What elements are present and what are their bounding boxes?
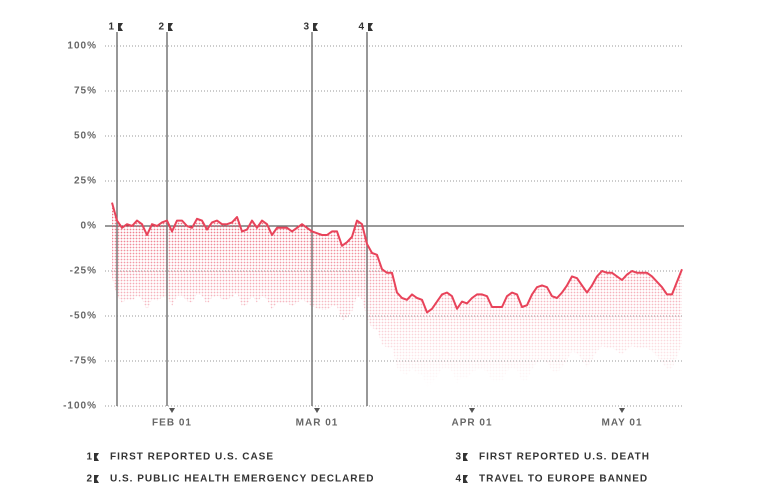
- event-flag: [118, 23, 123, 31]
- legend-number: 2: [86, 474, 93, 485]
- legend-number: 4: [455, 474, 462, 485]
- legend-text: FIRST REPORTED U.S. CASE: [110, 452, 274, 463]
- legend-text: FIRST REPORTED U.S. DEATH: [479, 452, 650, 463]
- y-tick-label: 100%: [67, 41, 97, 52]
- legend-flag: [463, 475, 468, 483]
- legend-text: U.S. PUBLIC HEALTH EMERGENCY DECLARED: [110, 474, 374, 485]
- y-tick-label: -25%: [70, 266, 97, 277]
- event-number: 1: [108, 22, 115, 33]
- area-shade-group: [112, 202, 682, 388]
- y-tick-label: 75%: [74, 86, 97, 97]
- x-tick: [619, 408, 625, 413]
- event-flag: [313, 23, 318, 31]
- y-tick-label: -75%: [70, 356, 97, 367]
- x-tick: [169, 408, 175, 413]
- line: [111, 202, 683, 314]
- x-tick-label: APR 01: [451, 418, 492, 429]
- y-tick-label: 25%: [74, 176, 97, 187]
- y-tick-label: -50%: [70, 311, 97, 322]
- event-flag: [168, 23, 173, 31]
- event-number: 3: [303, 22, 310, 33]
- legend-flag: [463, 453, 468, 461]
- area-shade: [112, 202, 682, 388]
- legend-number: 3: [455, 452, 462, 463]
- y-tick-label: 0%: [81, 221, 97, 232]
- x-tick: [469, 408, 475, 413]
- legend-flag: [94, 475, 99, 483]
- event-number: 2: [158, 22, 165, 33]
- legend-text: TRAVEL TO EUROPE BANNED: [479, 474, 648, 485]
- legend-flag: [94, 453, 99, 461]
- event-flag: [368, 23, 373, 31]
- y-tick-label: -100%: [63, 401, 97, 412]
- legend-number: 1: [86, 452, 93, 463]
- x-tick-label: MAR 01: [296, 418, 339, 429]
- x-tick-label: FEB 01: [152, 418, 192, 429]
- x-tick-label: MAY 01: [601, 418, 642, 429]
- event-number: 4: [358, 22, 365, 33]
- x-tick: [314, 408, 320, 413]
- y-tick-label: 50%: [74, 131, 97, 142]
